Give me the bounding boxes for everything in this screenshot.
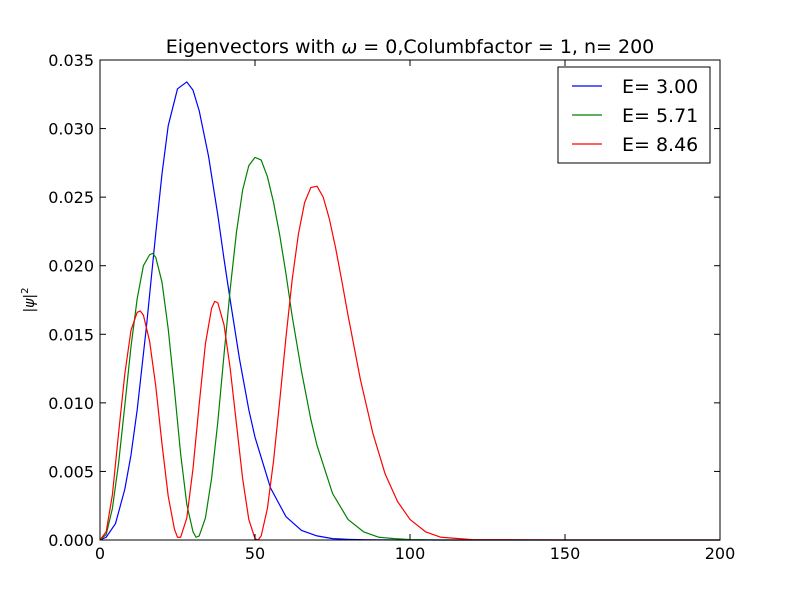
series-line-2: [99, 156, 720, 541]
x-tick-label-3: 150: [550, 544, 581, 563]
legend-label-1: E= 3.00: [622, 76, 698, 98]
y-tick-label-4: 0.020: [48, 257, 94, 276]
chart-title-omega: ω: [341, 36, 357, 58]
x-tick-label-4: 200: [705, 544, 736, 563]
x-tick-label-0: 0: [95, 544, 105, 563]
y-tick-label-3: 0.015: [48, 325, 94, 344]
y-tick-label-5: 0.025: [48, 188, 94, 207]
y-tick-label-7: 0.035: [48, 51, 94, 70]
plot-frame: [99, 59, 721, 541]
series-line-3: [99, 185, 720, 541]
x-tick-label-1: 50: [245, 544, 265, 563]
chart-title: Eigenvectors with ω = 0,Columbfactor = 1…: [166, 36, 655, 58]
chart-title-prefix: Eigenvectors with: [166, 36, 342, 58]
legend-label-2: E= 5.71: [622, 105, 698, 127]
y-tick-label-6: 0.030: [48, 120, 94, 139]
legend-label-3: E= 8.46: [622, 134, 698, 156]
y-axis-label-psi: ψ: [22, 298, 38, 308]
x-tick-label-2: 100: [395, 544, 426, 563]
y-axis-label-exponent: 2: [20, 287, 31, 293]
y-tick-label-2: 0.010: [48, 394, 94, 413]
legend: E= 3.00 E= 5.71 E= 8.46: [557, 66, 711, 164]
ticks-layer: 0 50 100 150 200 0.000 0.005 0.010 0.015 0.020 0.0…: [48, 51, 735, 563]
y-tick-label-1: 0.005: [48, 462, 94, 481]
y-tick-label-0: 0.000: [48, 531, 94, 550]
chart-title-suffix: = 0,Columbfactor = 1, n= 200: [357, 36, 654, 58]
